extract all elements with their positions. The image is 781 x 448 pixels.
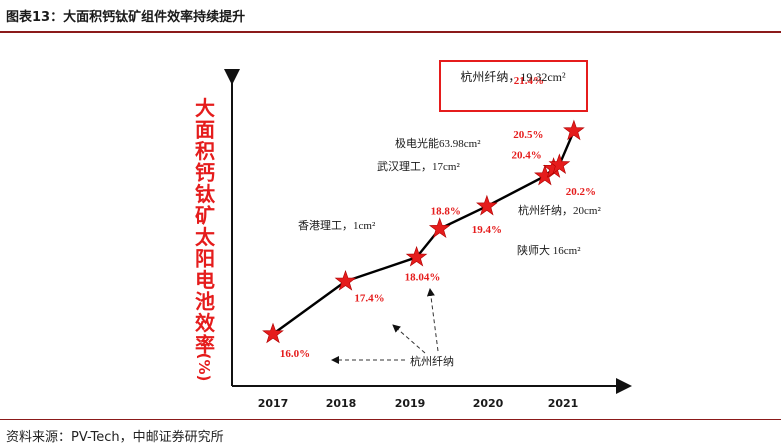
data-point-star xyxy=(405,245,428,267)
x-tick-2020: 2020 xyxy=(473,397,504,410)
x-tick-2018: 2018 xyxy=(326,397,357,410)
y-label-char: 电 xyxy=(195,268,215,292)
data-point-star xyxy=(476,194,498,216)
x-tick-labels: 2017 2018 2019 2020 2021 xyxy=(258,397,579,410)
x-tick-2021: 2021 xyxy=(548,397,579,410)
data-point-star xyxy=(563,119,585,141)
annotation-hk-poly: 香港理工，1cm² xyxy=(298,219,376,232)
value-label: 20.4% xyxy=(511,150,541,162)
y-label-char: 面 xyxy=(195,118,215,142)
annotation-snnu: 陕师大 16cm² xyxy=(517,243,581,257)
annotation-hz-arrow: 杭州纤纳 xyxy=(410,354,454,368)
value-label: 18.04% xyxy=(405,271,441,283)
data-point-star xyxy=(334,269,357,291)
arrow-to-17-4 xyxy=(392,324,426,354)
y-label-char: (%) xyxy=(195,353,213,382)
annotation-hz-20: 杭州纤纳，20cm² xyxy=(518,203,601,217)
x-tick-2017: 2017 xyxy=(258,397,289,410)
y-label-char: 太 xyxy=(195,225,216,249)
y-label-char: 大 xyxy=(195,96,215,120)
figure-title: 图表13：大面积钙钛矿组件效率持续提升 xyxy=(6,10,246,25)
value-labels: 16.0% 17.4% 18.04% 18.8% 19.4% 20.2% 20.4% 20.5… xyxy=(280,75,596,360)
title-rule xyxy=(0,31,781,33)
value-label: 17.4% xyxy=(354,292,384,304)
y-label-char: 钛 xyxy=(195,182,216,206)
x-tick-2019: 2019 xyxy=(395,397,426,410)
latest-record-box xyxy=(439,60,588,112)
annotation-jidian: 极电光能63.98cm² xyxy=(395,136,481,150)
data-point-star xyxy=(262,322,284,344)
source-note: 资料来源：PV-Tech，中邮证券研究所 xyxy=(6,430,224,445)
annotation-whut: 武汉理工，17cm² xyxy=(377,160,460,173)
y-label-char: 率 xyxy=(195,333,215,357)
y-label-char: 矿 xyxy=(195,204,215,228)
annotation-hz-latest: 杭州纤纳，19.32cm² xyxy=(460,69,566,84)
y-label-char: 钙 xyxy=(195,161,215,185)
y-label-char: 池 xyxy=(195,290,215,314)
y-label-char: 积 xyxy=(195,139,215,163)
value-label: 21.4% xyxy=(514,75,544,87)
value-label: 20.5% xyxy=(513,129,543,141)
value-label: 20.2% xyxy=(566,186,596,198)
value-label: 18.8% xyxy=(431,206,461,218)
data-point-star xyxy=(428,217,451,238)
value-label: 19.4% xyxy=(472,224,502,236)
y-label-char: 阳 xyxy=(195,247,215,271)
value-label: 16.0% xyxy=(280,348,310,360)
arrow-to-18-04 xyxy=(426,288,439,352)
data-point-star xyxy=(548,153,571,175)
bottom-rule xyxy=(0,419,781,420)
y-label-char: 效 xyxy=(195,311,215,335)
data-points xyxy=(262,119,585,344)
